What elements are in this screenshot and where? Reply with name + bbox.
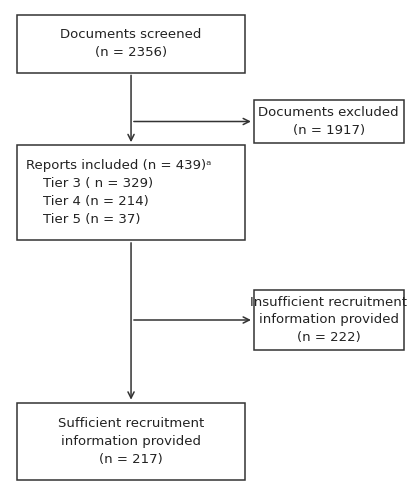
FancyBboxPatch shape	[17, 15, 245, 72]
Text: (n = 217): (n = 217)	[99, 453, 163, 466]
Text: (n = 222): (n = 222)	[297, 332, 361, 344]
FancyBboxPatch shape	[254, 100, 404, 142]
Text: (n = 1917): (n = 1917)	[292, 124, 365, 137]
Text: Documents excluded: Documents excluded	[258, 106, 399, 118]
Text: Sufficient recruitment: Sufficient recruitment	[58, 417, 204, 430]
Text: Reports included (n = 439)ᵃ: Reports included (n = 439)ᵃ	[26, 159, 211, 172]
FancyBboxPatch shape	[17, 402, 245, 480]
Text: Tier 3 ( n = 329): Tier 3 ( n = 329)	[26, 177, 153, 190]
Text: Insufficient recruitment: Insufficient recruitment	[250, 296, 407, 308]
Text: information provided: information provided	[61, 434, 201, 448]
Text: Tier 4 (n = 214): Tier 4 (n = 214)	[26, 195, 149, 208]
Text: Documents screened: Documents screened	[60, 28, 202, 42]
Text: (n = 2356): (n = 2356)	[95, 46, 167, 59]
Text: Tier 5 (n = 37): Tier 5 (n = 37)	[26, 213, 140, 226]
FancyBboxPatch shape	[17, 145, 245, 240]
FancyBboxPatch shape	[254, 290, 404, 350]
Text: information provided: information provided	[259, 314, 399, 326]
